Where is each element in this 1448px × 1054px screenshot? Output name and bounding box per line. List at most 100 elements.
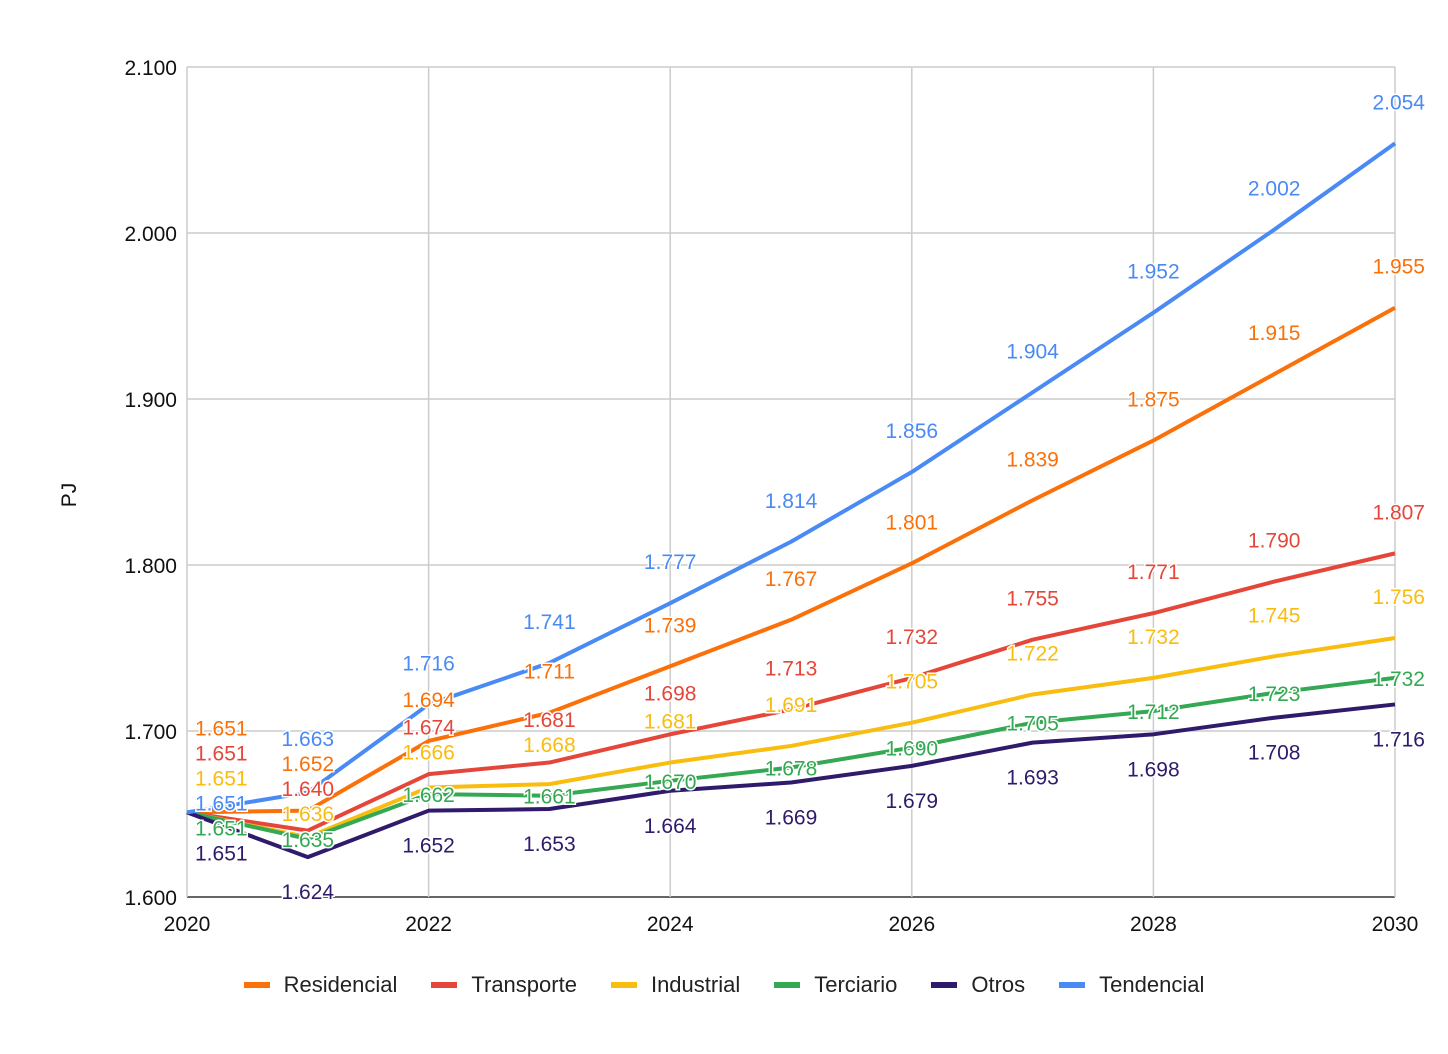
y-axis-label: PJ [58, 483, 81, 508]
data-label: 1.651 [195, 768, 248, 791]
series-line-tendencial [186, 141, 1397, 815]
data-label: 1.705 [1006, 713, 1059, 736]
data-label: 2.054 [1372, 91, 1425, 114]
legend-swatch [243, 982, 270, 988]
data-label: 1.741 [523, 611, 576, 634]
data-label: 1.651 [195, 743, 248, 766]
data-label: 1.755 [1006, 588, 1059, 611]
data-label: 1.756 [1372, 586, 1425, 609]
data-label: 1.771 [1127, 561, 1180, 584]
y-tick-label: 1.600 [124, 887, 177, 910]
data-label: 2.002 [1248, 178, 1301, 201]
data-label: 1.652 [282, 753, 335, 776]
legend-label: Transporte [471, 972, 577, 997]
legend-swatch [431, 982, 458, 988]
data-label: 1.693 [1006, 767, 1059, 790]
data-label: 1.801 [886, 511, 939, 534]
y-tick-label: 1.900 [124, 389, 177, 412]
y-tick-label: 2.000 [124, 223, 177, 246]
data-label: 1.691 [765, 694, 818, 717]
legend-label: Terciario [814, 972, 898, 997]
legend-label: Tendencial [1099, 972, 1205, 997]
data-label: 1.678 [765, 758, 818, 781]
legend-item-otros: Otros [931, 972, 1025, 998]
data-label: 1.669 [765, 806, 818, 829]
series-line-otros [186, 702, 1396, 860]
data-label: 1.732 [886, 626, 939, 649]
data-label: 1.690 [886, 738, 939, 761]
x-tick-label: 2024 [647, 913, 694, 936]
data-label: 1.807 [1372, 501, 1425, 524]
data-label: 1.952 [1127, 261, 1180, 284]
data-label: 1.662 [402, 784, 455, 807]
data-label: 1.681 [523, 709, 576, 732]
x-tick-label: 2026 [888, 913, 935, 936]
data-label: 1.663 [282, 728, 335, 751]
data-label: 1.745 [1248, 604, 1301, 627]
data-label: 1.670 [644, 771, 697, 794]
data-label: 1.666 [402, 741, 455, 764]
y-tick-label: 2.100 [124, 57, 177, 80]
data-label: 1.767 [765, 568, 818, 591]
data-label: 1.635 [282, 829, 335, 852]
data-label: 1.698 [1127, 758, 1180, 781]
data-label: 1.668 [523, 734, 576, 757]
data-label: 1.674 [402, 716, 455, 739]
legend-swatch [610, 982, 637, 988]
data-label: 1.722 [1006, 642, 1059, 665]
data-label: 1.904 [1006, 340, 1059, 363]
legend-swatch [774, 982, 801, 988]
series-line-residencial [186, 305, 1396, 815]
data-label: 1.713 [765, 657, 818, 680]
data-label: 1.661 [523, 786, 576, 809]
data-label: 1.739 [644, 614, 697, 637]
data-label: 1.732 [1372, 668, 1425, 691]
data-label: 1.708 [1248, 742, 1301, 765]
data-label: 1.651 [195, 843, 248, 866]
data-label: 1.723 [1248, 683, 1301, 706]
data-label: 1.955 [1372, 256, 1425, 279]
data-label: 1.814 [765, 490, 818, 513]
data-label: 1.732 [1127, 626, 1180, 649]
data-label: 1.839 [1006, 448, 1059, 471]
legend-label: Residencial [283, 972, 398, 997]
x-tick-label: 2020 [164, 913, 211, 936]
data-label: 1.640 [282, 778, 335, 801]
data-label: 1.651 [195, 818, 248, 841]
data-label: 1.716 [402, 652, 455, 675]
data-label: 1.705 [886, 671, 939, 694]
data-label: 1.712 [1127, 701, 1180, 724]
series-line-terciario [186, 675, 1396, 841]
data-label: 1.790 [1248, 530, 1301, 553]
legend-item-terciario: Terciario [774, 972, 897, 998]
legend-item-residencial: Residencial [243, 972, 398, 998]
series-line-industrial [186, 636, 1396, 840]
series-line-transporte [186, 551, 1396, 833]
data-label: 1.915 [1248, 322, 1301, 345]
data-label: 1.651 [195, 718, 248, 741]
data-label: 1.777 [644, 551, 697, 574]
data-label: 1.681 [644, 711, 697, 734]
data-label: 1.698 [644, 682, 697, 705]
legend-swatch [931, 982, 958, 988]
data-label: 1.653 [523, 833, 576, 856]
x-tick-label: 2028 [1130, 913, 1177, 936]
legend-swatch [1059, 982, 1086, 988]
legend-item-industrial: Industrial [610, 972, 741, 998]
legend: Residencial Transporte Industrial Terciario… [0, 972, 1448, 998]
data-label: 1.716 [1372, 728, 1425, 751]
legend-item-tendencial: Tendencial [1059, 972, 1204, 998]
y-tick-label: 1.700 [124, 721, 177, 744]
data-label: 1.875 [1127, 389, 1180, 412]
legend-item-transporte: Transporte [431, 972, 577, 998]
data-label: 1.651 [195, 793, 248, 816]
data-label: 1.694 [402, 689, 455, 712]
x-tick-label: 2022 [405, 913, 452, 936]
data-label: 1.856 [886, 420, 939, 443]
data-label: 1.711 [524, 661, 575, 684]
x-tick-label: 2030 [1372, 913, 1419, 936]
data-label: 1.679 [886, 790, 939, 813]
legend-label: Otros [971, 972, 1026, 997]
legend-label: Industrial [650, 972, 741, 997]
data-label: 1.652 [402, 835, 455, 858]
